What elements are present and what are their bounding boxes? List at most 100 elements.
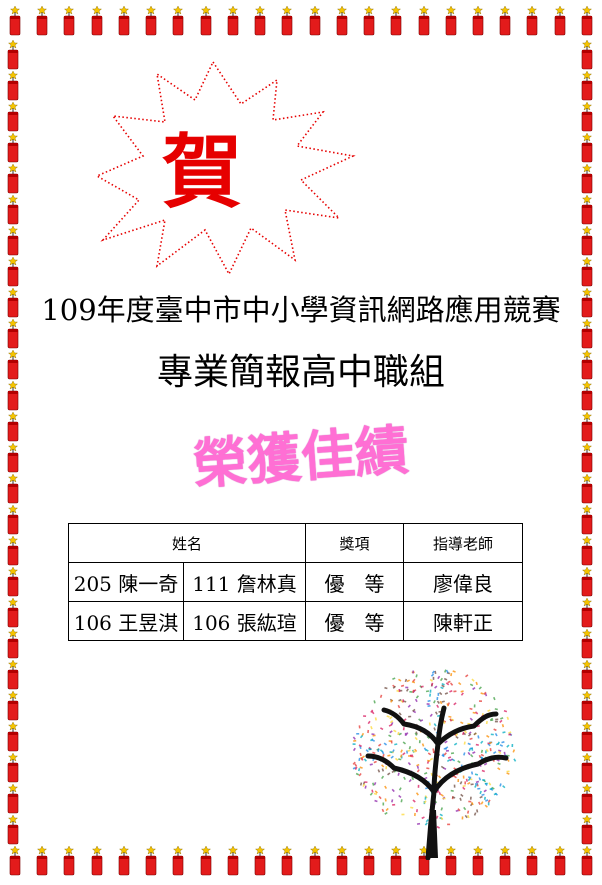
firecracker-icon [581, 102, 593, 132]
honor-headline: 榮獲佳績 [191, 418, 411, 497]
firecracker-icon [36, 6, 48, 36]
firecracker-icon [7, 195, 19, 225]
starburst-icon [95, 60, 356, 276]
firecracker-icon [581, 753, 593, 783]
firecracker-icon [527, 846, 538, 876]
firecracker-icon [173, 6, 184, 36]
award-cell: 優 等 [305, 562, 405, 602]
firecracker-icon [581, 350, 593, 380]
firecracker-icon [581, 536, 593, 566]
firecracker-icon [309, 846, 320, 876]
firecracker-icon [36, 846, 48, 876]
firecracker-icon [581, 567, 593, 597]
header-teacher: 指導老師 [403, 523, 524, 563]
firecracker-icon [472, 6, 484, 36]
congrats-character: 賀 [162, 125, 242, 219]
firecracker-icon [7, 102, 19, 132]
award-table: 姓名 獎項 指導老師 205 陳一奇 111 詹林真 優 等 廖偉良 106 王… [67, 523, 524, 641]
firecracker-icon [581, 133, 593, 163]
firecracker-icon [200, 6, 211, 36]
firecracker-icon [527, 6, 538, 36]
firecracker-icon [390, 846, 402, 876]
firecracker-icon [7, 722, 19, 752]
firecracker-icon [118, 846, 130, 876]
firecracker-icon [7, 164, 19, 194]
firecracker-icon [7, 691, 19, 721]
firecracker-icon [581, 443, 593, 473]
teacher-cell: 陳軒正 [403, 601, 524, 641]
firecracker-icon [282, 846, 293, 876]
firecracker-icon [200, 846, 211, 876]
firecracker-icon [254, 6, 266, 36]
firecracker-icon [227, 6, 239, 36]
firecracker-icon [64, 6, 75, 36]
firecracker-icon [581, 505, 593, 535]
firecracker-icon [445, 6, 457, 36]
firecracker-icon [91, 6, 103, 36]
firecracker-icon [118, 6, 130, 36]
firecracker-icon [581, 784, 593, 814]
firecracker-icon [581, 598, 593, 628]
firecracker-icon [581, 412, 593, 442]
table-row: 106 王昱淇 106 張紘瑄 優 等 陳軒正 [68, 601, 524, 641]
firecracker-icon [581, 288, 593, 318]
firecracker-icon [309, 6, 320, 36]
firecracker-icon [363, 846, 375, 876]
firecracker-icon [173, 846, 184, 876]
firecracker-icon [581, 381, 593, 411]
firecracker-icon [7, 381, 19, 411]
firecracker-icon [7, 412, 19, 442]
header-name: 姓名 [67, 523, 307, 563]
firecracker-icon [7, 71, 19, 101]
firecracker-icon [64, 846, 75, 876]
student-cell: 111 詹林真 [182, 562, 307, 602]
firecracker-icon [7, 567, 19, 597]
firecracker-icon [145, 6, 157, 36]
firecracker-icon [581, 257, 593, 287]
firecracker-icon [472, 846, 484, 876]
firecracker-icon [581, 815, 593, 845]
firecracker-icon [336, 846, 348, 876]
firecracker-icon [445, 846, 457, 876]
firecracker-icon [7, 257, 19, 287]
firecracker-icon [7, 133, 19, 163]
firecracker-icon [7, 226, 19, 256]
firecracker-icon [554, 6, 565, 36]
tree-trunk [365, 705, 509, 860]
firecracker-icon [7, 660, 19, 690]
firecracker-icon [581, 164, 593, 194]
firecracker-icon [254, 846, 266, 876]
firecracker-icon [7, 536, 19, 566]
firecracker-icon [581, 629, 593, 659]
border-bottom [0, 846, 602, 882]
firecracker-icon [7, 629, 19, 659]
firecracker-icon [7, 319, 19, 349]
header-award: 獎項 [305, 523, 405, 563]
firecracker-icon [581, 195, 593, 225]
firecracker-icon [418, 846, 429, 876]
student-cell: 106 王昱淇 [68, 601, 184, 641]
firecracker-icon [581, 40, 593, 70]
firecracker-icon [7, 815, 19, 845]
firecracker-icon [282, 6, 293, 36]
student-cell: 205 陳一奇 [68, 562, 184, 602]
firecracker-icon [91, 846, 103, 876]
firecracker-icon [581, 6, 593, 36]
firecracker-icon [336, 6, 348, 36]
firecracker-icon [7, 40, 19, 70]
firecracker-icon [581, 691, 593, 721]
competition-title: 109年度臺中市中小學資訊網路應用競賽 [41, 293, 561, 327]
firecracker-icon [581, 722, 593, 752]
table-row: 205 陳一奇 111 詹林真 優 等 廖偉良 [68, 562, 524, 602]
border-top [0, 6, 602, 42]
firecracker-icon [499, 6, 511, 36]
border-left [4, 40, 24, 845]
firecracker-icon [9, 6, 21, 36]
table-header-row: 姓名 獎項 指導老師 [67, 523, 524, 563]
firecracker-icon [581, 660, 593, 690]
firecracker-icon [7, 474, 19, 504]
firecracker-icon [7, 443, 19, 473]
firecracker-icon [581, 846, 593, 876]
firecracker-icon [7, 598, 19, 628]
firecracker-icon [390, 6, 402, 36]
